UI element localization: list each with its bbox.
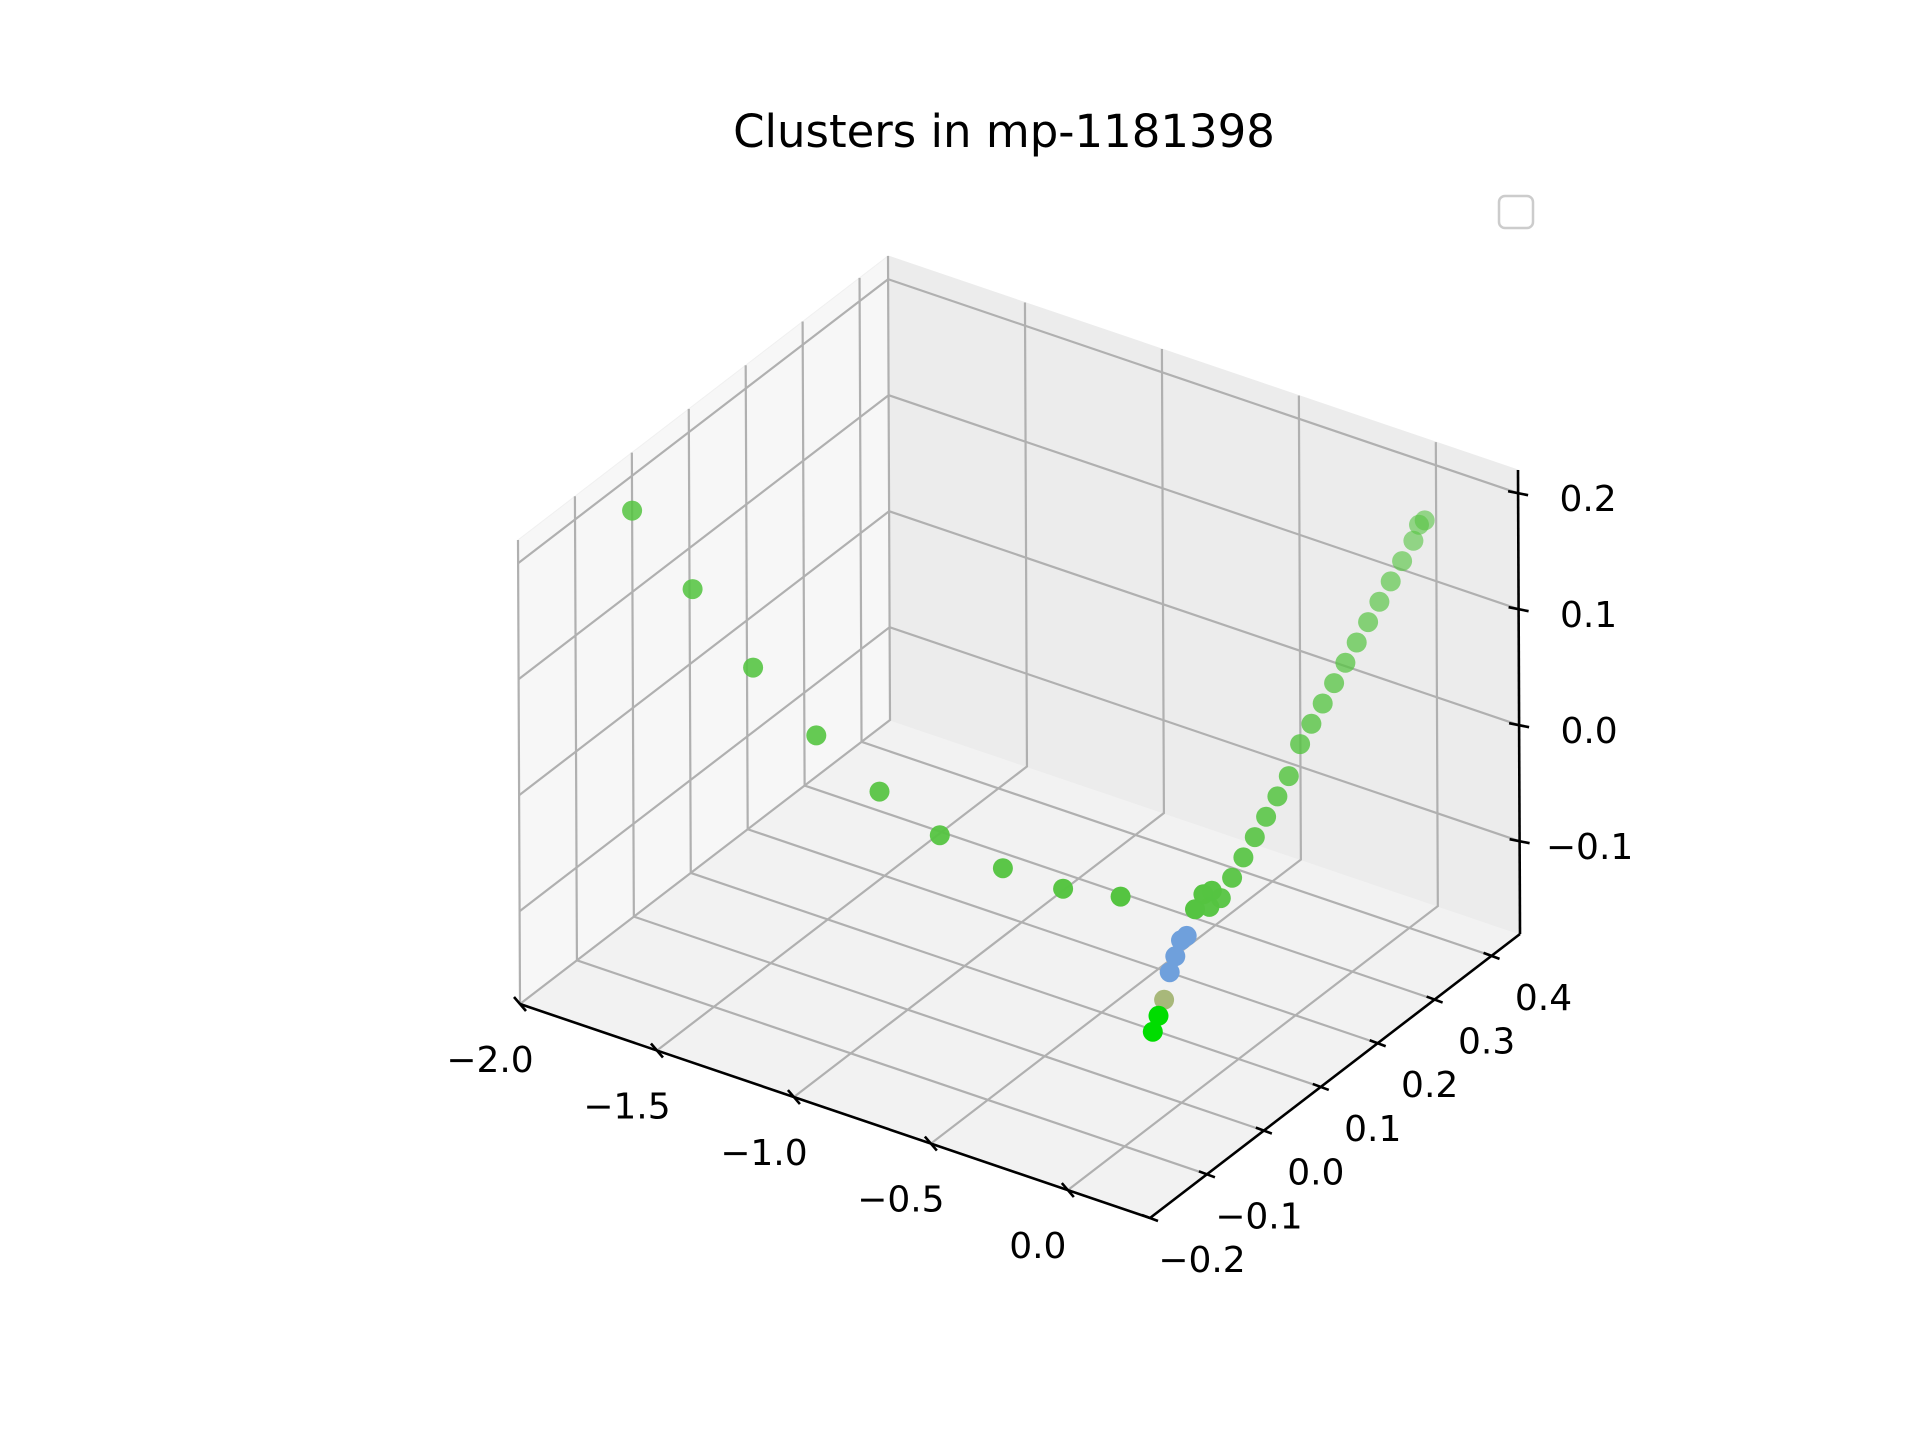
z-axis-line xyxy=(1516,469,1522,935)
y-tick-label: 0.1 xyxy=(1344,1109,1401,1150)
grid-line-x xyxy=(1067,442,1439,1191)
data-point xyxy=(1301,713,1322,734)
x-tick-mark xyxy=(513,996,527,1012)
data-point xyxy=(1222,867,1243,888)
chart-title: Clusters in mp-1181398 xyxy=(733,105,1275,158)
y-axis-line xyxy=(1149,932,1521,1220)
scatter-points xyxy=(622,500,1435,1042)
data-point xyxy=(1414,510,1435,531)
z-tick-label: 0.0 xyxy=(1560,711,1617,752)
y-tick-mark xyxy=(1312,1082,1330,1092)
axes-lines: −2.0−1.5−1.0−0.50.0 −0.2−0.10.00.10.20.30… xyxy=(446,469,1633,1281)
data-point xyxy=(1278,766,1299,787)
data-point xyxy=(1110,886,1131,907)
data-point xyxy=(1142,1021,1163,1042)
data-point xyxy=(1148,1005,1169,1026)
data-point xyxy=(1358,612,1379,633)
data-point xyxy=(806,725,827,746)
data-point xyxy=(1176,925,1197,946)
x-tick-label: −1.5 xyxy=(583,1087,670,1128)
data-point xyxy=(1267,786,1288,807)
data-point xyxy=(929,825,950,846)
grid-line-x xyxy=(930,395,1302,1145)
x-tick-label: −0.5 xyxy=(857,1180,944,1221)
data-point xyxy=(1256,806,1277,827)
y-tick-label: −0.2 xyxy=(1158,1240,1245,1281)
data-point xyxy=(869,781,890,802)
grid-line-z xyxy=(517,393,1519,681)
data-point xyxy=(682,579,703,600)
data-point xyxy=(1165,946,1186,967)
y-tick-mark xyxy=(1141,1213,1159,1223)
x-axis-line xyxy=(519,1002,1151,1220)
data-point xyxy=(992,858,1013,879)
x-tick-mark xyxy=(786,1089,801,1105)
axes-panes xyxy=(517,254,1522,1219)
y-tick-mark xyxy=(1483,951,1500,961)
data-point xyxy=(1185,899,1205,920)
grid-line-z xyxy=(518,509,1520,797)
data-point xyxy=(1312,693,1333,714)
x-tick-mark xyxy=(649,1042,664,1059)
data-point xyxy=(1053,878,1074,899)
data-point xyxy=(1159,962,1180,983)
data-point xyxy=(1380,571,1401,592)
x-tick-label: 0.0 xyxy=(1009,1226,1066,1267)
z-tick-mark xyxy=(1508,605,1529,613)
z-tick-label: 0.1 xyxy=(1560,595,1617,636)
y-tick-mark xyxy=(1426,995,1444,1004)
y-tick-label: 0.0 xyxy=(1287,1153,1344,1194)
data-point xyxy=(622,500,643,521)
grid-line-y xyxy=(858,277,1492,957)
y-tick-mark xyxy=(1198,1170,1216,1179)
x-tick-label: −2.0 xyxy=(446,1040,533,1081)
x-tick-mark xyxy=(923,1135,938,1152)
y-tick-mark xyxy=(1255,1126,1273,1135)
z-tick-label: 0.2 xyxy=(1559,479,1616,520)
grid-line-y xyxy=(801,321,1435,1001)
grid-line-x xyxy=(793,349,1166,1098)
data-point xyxy=(1201,880,1222,901)
z-tick-label: −0.1 xyxy=(1546,827,1633,868)
y-tick-label: 0.4 xyxy=(1515,978,1572,1019)
y-tick-label: −0.1 xyxy=(1215,1196,1302,1237)
grid-line-y xyxy=(630,452,1265,1132)
y-tick-label: 0.2 xyxy=(1401,1065,1458,1106)
data-point xyxy=(1335,652,1356,673)
data-point xyxy=(1403,530,1424,551)
grid-line-z xyxy=(518,625,1520,913)
data-point xyxy=(1324,673,1345,694)
data-point xyxy=(743,657,764,678)
data-point xyxy=(1392,551,1413,572)
x-tick-label: −1.0 xyxy=(720,1133,807,1174)
data-point xyxy=(1369,591,1390,612)
grid-line-y xyxy=(687,408,1322,1088)
data-point xyxy=(1290,734,1311,755)
axes-grid xyxy=(516,255,1520,1220)
data-point xyxy=(1233,847,1254,868)
grid-line-z xyxy=(517,277,1519,565)
data-point xyxy=(1346,632,1367,653)
grid-line-x xyxy=(519,255,892,1005)
grid-line-x xyxy=(656,302,1029,1052)
z-tick-mark xyxy=(1507,489,1529,497)
grid-line-y xyxy=(573,496,1208,1176)
y-tick-mark xyxy=(1369,1039,1387,1048)
x-tick-mark xyxy=(1060,1182,1075,1198)
data-point xyxy=(1244,827,1265,848)
z-tick-mark xyxy=(1509,837,1530,845)
legend-box xyxy=(1497,194,1535,230)
z-tick-mark xyxy=(1508,721,1530,729)
data-point xyxy=(1154,989,1175,1010)
y-tick-label: 0.3 xyxy=(1458,1022,1515,1063)
